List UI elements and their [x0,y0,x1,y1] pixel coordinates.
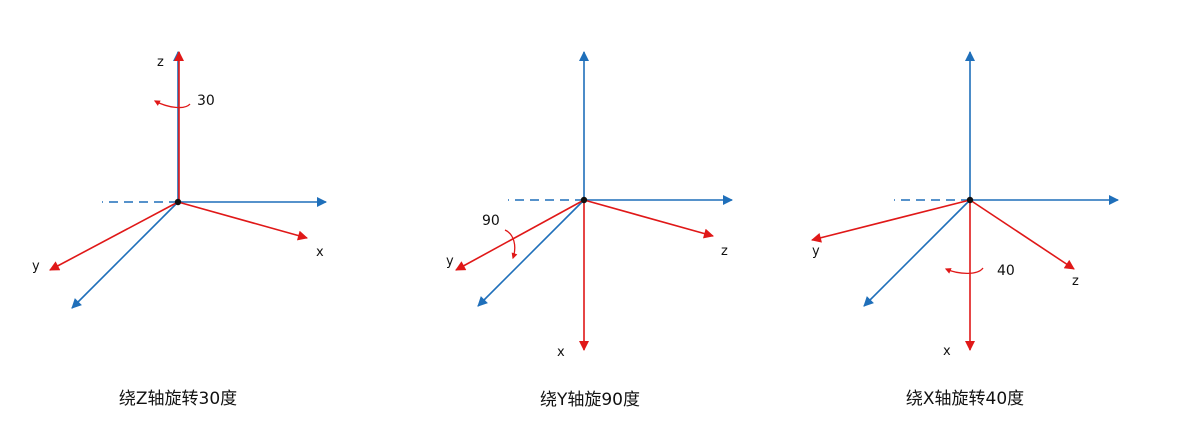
origin-point [966,196,974,204]
rotated-y-axis [455,199,585,271]
panel-rotate-z: z 30 x y 绕Z轴旋转30度 [32,51,327,409]
curved-arrow-down-icon [504,229,518,260]
origin-point [580,196,588,204]
curved-arrow-left-icon [153,100,191,109]
caption: 绕Y轴旋90度 [540,390,640,410]
rotated-z-axis [969,199,1075,270]
label-y: y [446,254,454,269]
label-y: y [32,259,40,274]
caption: 绕Z轴旋转30度 [119,389,237,409]
label-z: z [721,244,728,259]
angle-label: 30 [197,93,215,109]
panel-rotate-x: y 40 z x 绕X轴旋转40度 [811,51,1119,409]
label-x: x [316,245,324,260]
angle-label: 90 [482,213,500,229]
label-z: z [1072,274,1079,289]
caption: 绕X轴旋转40度 [906,389,1024,409]
reference-y-axis [477,199,585,307]
label-z: z [157,55,164,70]
label-x: x [943,344,951,359]
rotated-y-axis [811,199,971,243]
reference-y-axis [71,201,179,309]
rotated-z-axis [583,199,714,239]
angle-label: 40 [997,263,1015,279]
label-y: y [812,244,820,259]
curved-arrow-left-icon [944,267,984,275]
label-x: x [557,345,565,360]
panel-rotate-y: 90 z y x 绕Y轴旋90度 [446,51,733,410]
reference-y-axis [863,199,971,307]
rotated-y-axis [49,201,179,271]
origin-point [174,198,182,206]
rotated-x-axis [177,201,308,241]
